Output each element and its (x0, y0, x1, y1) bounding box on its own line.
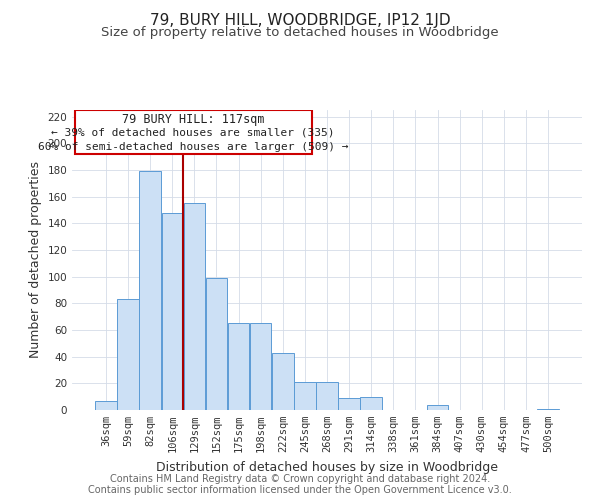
Bar (139, 172, 161, 410)
Bar (272, 352, 293, 410)
Text: 79 BURY HILL: 117sqm: 79 BURY HILL: 117sqm (122, 113, 265, 126)
Bar (538, 408, 559, 410)
Bar (294, 382, 316, 410)
Bar (316, 382, 338, 410)
Bar (228, 324, 249, 410)
Bar (95, 400, 116, 410)
Text: 79, BURY HILL, WOODBRIDGE, IP12 1JD: 79, BURY HILL, WOODBRIDGE, IP12 1JD (149, 12, 451, 28)
Bar (250, 324, 271, 410)
X-axis label: Distribution of detached houses by size in Woodbridge: Distribution of detached houses by size … (156, 460, 498, 473)
Bar (74, 110, 312, 154)
Bar (427, 404, 448, 410)
Bar (184, 204, 205, 410)
Bar (161, 212, 183, 410)
Y-axis label: Number of detached properties: Number of detached properties (29, 162, 42, 358)
Text: Contains public sector information licensed under the Open Government Licence v3: Contains public sector information licen… (88, 485, 512, 495)
Text: ← 39% of detached houses are smaller (335): ← 39% of detached houses are smaller (33… (52, 128, 335, 138)
Bar (361, 396, 382, 410)
Bar (117, 300, 139, 410)
Text: Size of property relative to detached houses in Woodbridge: Size of property relative to detached ho… (101, 26, 499, 39)
Text: 60% of semi-detached houses are larger (509) →: 60% of semi-detached houses are larger (… (38, 142, 349, 152)
Bar (338, 398, 360, 410)
Bar (206, 278, 227, 410)
Text: Contains HM Land Registry data © Crown copyright and database right 2024.: Contains HM Land Registry data © Crown c… (110, 474, 490, 484)
